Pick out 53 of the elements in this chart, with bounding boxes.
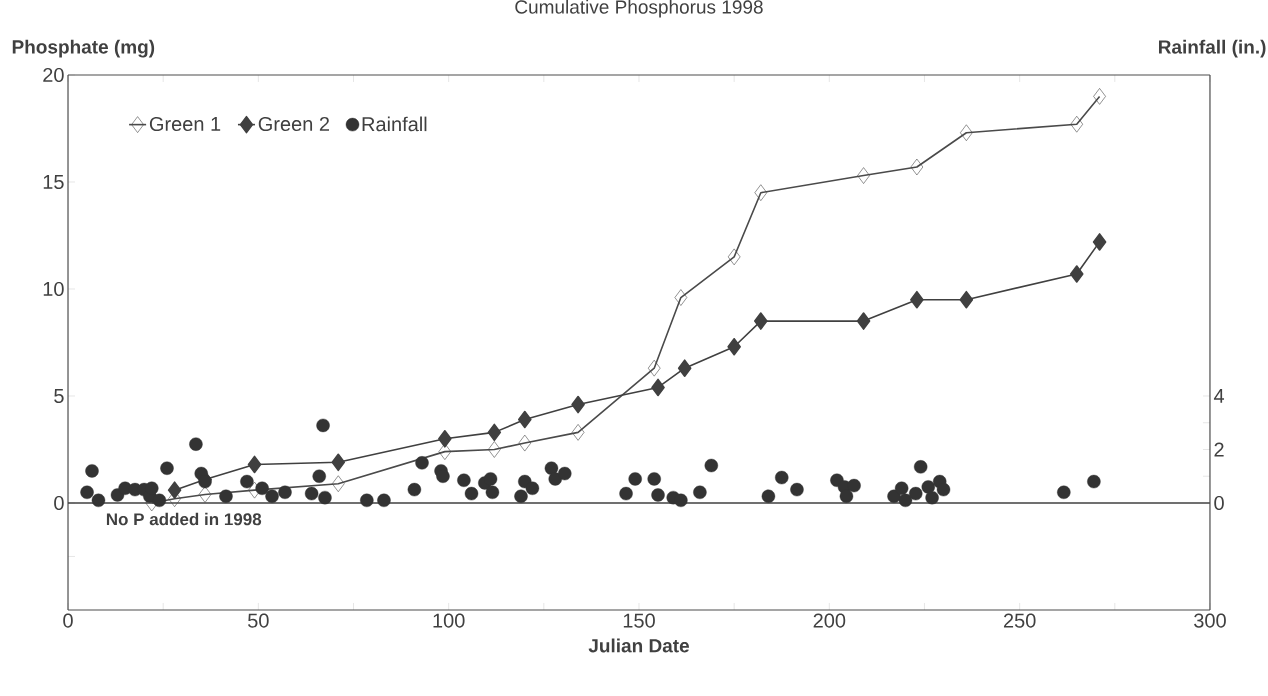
annotation: No P added in 1998 <box>106 512 262 526</box>
point <box>754 312 768 330</box>
x-axis-title: Julian Date <box>588 638 690 653</box>
legend-label: Green 2 <box>258 116 329 132</box>
point <box>517 410 532 429</box>
legend-label: Rainfall <box>362 116 427 132</box>
point <box>487 423 502 442</box>
point <box>518 434 532 452</box>
y2-tick-label: 0 <box>1214 495 1224 511</box>
y2-axis-title: Rainfall (in.) <box>1159 39 1266 58</box>
point <box>677 359 692 377</box>
y-tick-label: 20 <box>43 67 64 83</box>
point <box>856 312 871 330</box>
x-tick-label: 150 <box>623 613 655 628</box>
point <box>960 124 973 142</box>
y-axis-title: Phosphate (mg) <box>12 39 155 58</box>
y-tick-label: 0 <box>54 495 64 511</box>
y-tick-label: 15 <box>43 175 64 189</box>
point <box>438 443 452 460</box>
point <box>1092 233 1107 251</box>
x-tick-label: 200 <box>813 613 846 628</box>
x-tick-label: 50 <box>248 613 269 628</box>
x-tick-label: 250 <box>1003 613 1036 628</box>
point <box>571 395 585 414</box>
point <box>727 248 741 266</box>
point <box>674 289 688 306</box>
y2-tick-label: 2 <box>1214 442 1224 457</box>
point <box>1093 88 1106 105</box>
point <box>247 455 262 474</box>
point <box>198 486 212 503</box>
point <box>959 290 974 309</box>
point <box>651 378 665 397</box>
point <box>910 158 924 176</box>
point <box>571 424 585 441</box>
point <box>167 481 182 499</box>
point <box>1070 115 1084 133</box>
x-tick-label: 100 <box>433 613 465 628</box>
point <box>1069 265 1084 283</box>
legend-label: Green 1 <box>149 116 221 132</box>
point <box>438 429 452 448</box>
point <box>331 475 345 493</box>
point <box>331 453 346 472</box>
point <box>727 337 741 356</box>
chart-title: Cumulative Phosphorus 1998 <box>515 0 763 18</box>
point <box>647 359 661 377</box>
y-tick-label: 10 <box>43 281 64 297</box>
point <box>857 167 870 184</box>
y2-tick-label: 4 <box>1213 389 1225 403</box>
x-tick-label: 300 <box>1194 613 1226 628</box>
point <box>910 290 924 309</box>
y-tick-label: 5 <box>54 389 64 403</box>
point <box>488 441 501 458</box>
point <box>754 184 768 201</box>
